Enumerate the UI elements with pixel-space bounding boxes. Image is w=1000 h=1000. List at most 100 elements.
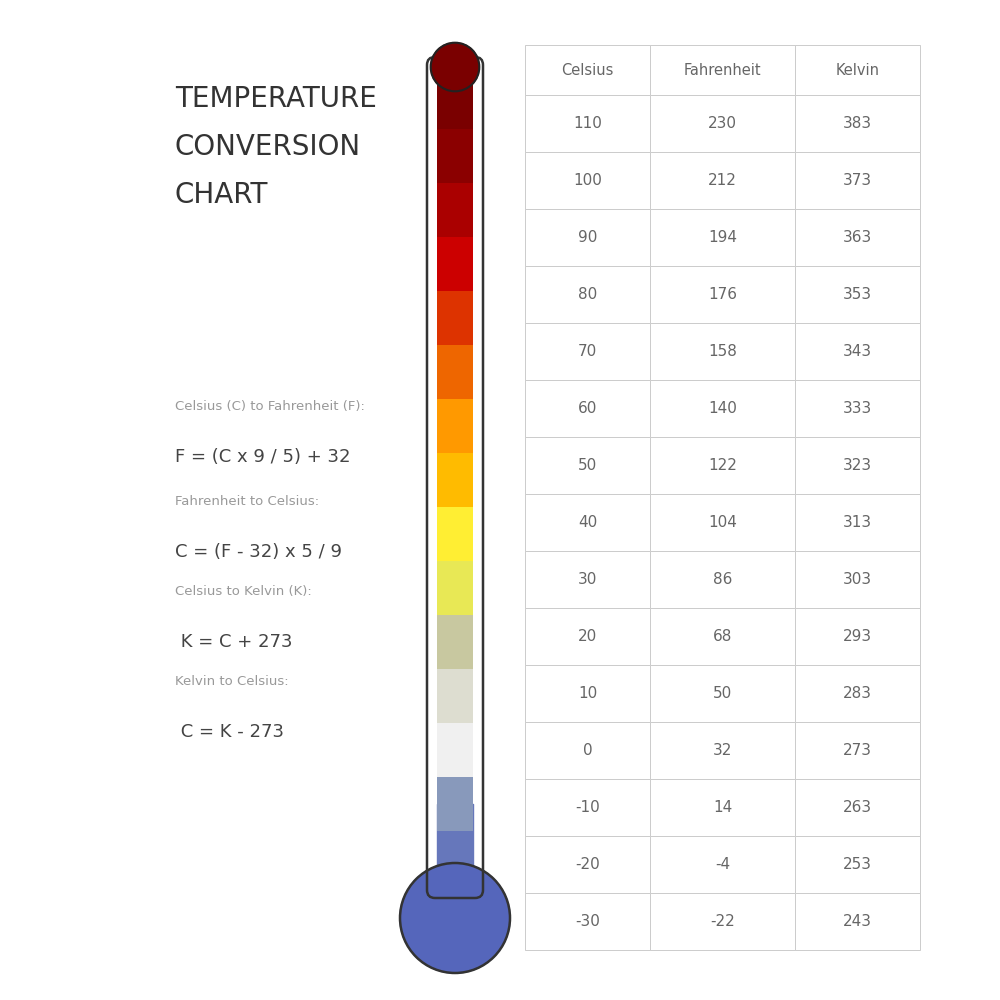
Bar <box>650 45 795 95</box>
Circle shape <box>431 43 479 91</box>
Bar <box>795 380 920 437</box>
Text: 363: 363 <box>843 230 872 245</box>
Bar <box>437 507 473 561</box>
Bar <box>795 665 920 722</box>
Text: 30: 30 <box>578 572 597 587</box>
Bar <box>525 45 650 95</box>
Text: K = C + 273: K = C + 273 <box>175 633 292 651</box>
Bar <box>437 291 473 345</box>
Text: 273: 273 <box>843 743 872 758</box>
Bar <box>795 779 920 836</box>
Text: 194: 194 <box>708 230 737 245</box>
Text: 10: 10 <box>578 686 597 701</box>
Bar <box>525 380 650 437</box>
Text: 14: 14 <box>713 800 732 815</box>
Text: 303: 303 <box>843 572 872 587</box>
Bar <box>525 494 650 551</box>
Bar <box>437 723 473 777</box>
Text: 373: 373 <box>843 173 872 188</box>
Circle shape <box>400 863 510 973</box>
Bar <box>437 453 473 507</box>
Text: 100: 100 <box>573 173 602 188</box>
Text: 212: 212 <box>708 173 737 188</box>
Text: -22: -22 <box>710 914 735 929</box>
Bar <box>437 777 473 831</box>
Bar <box>650 380 795 437</box>
Bar <box>525 152 650 209</box>
Bar <box>795 323 920 380</box>
Text: Kelvin: Kelvin <box>836 63 880 78</box>
Text: 176: 176 <box>708 287 737 302</box>
Bar <box>795 551 920 608</box>
Bar <box>437 669 473 723</box>
Bar <box>437 183 473 237</box>
Bar <box>525 779 650 836</box>
Bar <box>525 266 650 323</box>
Bar <box>795 266 920 323</box>
Text: 243: 243 <box>843 914 872 929</box>
Bar <box>795 152 920 209</box>
Bar <box>437 831 473 885</box>
Bar <box>795 209 920 266</box>
Text: Celsius (C) to Fahrenheit (F):: Celsius (C) to Fahrenheit (F): <box>175 400 365 413</box>
Bar <box>795 95 920 152</box>
Text: 383: 383 <box>843 116 872 131</box>
Text: 110: 110 <box>573 116 602 131</box>
Text: 293: 293 <box>843 629 872 644</box>
Bar <box>650 608 795 665</box>
Text: -4: -4 <box>715 857 730 872</box>
Text: 40: 40 <box>578 515 597 530</box>
Bar <box>795 893 920 950</box>
Text: CHART: CHART <box>175 181 268 209</box>
Bar <box>795 494 920 551</box>
Bar <box>650 779 795 836</box>
Bar <box>795 722 920 779</box>
Bar <box>650 551 795 608</box>
Text: 343: 343 <box>843 344 872 359</box>
Bar <box>437 777 473 831</box>
Bar <box>525 665 650 722</box>
Text: 333: 333 <box>843 401 872 416</box>
Text: Fahrenheit: Fahrenheit <box>684 63 761 78</box>
Bar <box>650 722 795 779</box>
Text: 313: 313 <box>843 515 872 530</box>
Bar <box>437 345 473 399</box>
Text: 68: 68 <box>713 629 732 644</box>
Text: C = (F - 32) x 5 / 9: C = (F - 32) x 5 / 9 <box>175 543 342 561</box>
Bar <box>650 893 795 950</box>
Text: -10: -10 <box>575 800 600 815</box>
Bar <box>437 129 473 183</box>
Bar <box>650 836 795 893</box>
Bar <box>795 608 920 665</box>
Bar <box>650 266 795 323</box>
Text: CONVERSION: CONVERSION <box>175 133 361 161</box>
Bar <box>525 551 650 608</box>
Bar <box>650 95 795 152</box>
Bar <box>525 95 650 152</box>
Text: 104: 104 <box>708 515 737 530</box>
Text: 230: 230 <box>708 116 737 131</box>
Bar <box>525 836 650 893</box>
Text: 32: 32 <box>713 743 732 758</box>
Bar <box>437 561 473 615</box>
Bar <box>525 209 650 266</box>
Text: 50: 50 <box>713 686 732 701</box>
Text: C = K - 273: C = K - 273 <box>175 723 284 741</box>
Bar <box>650 209 795 266</box>
Text: TEMPERATURE: TEMPERATURE <box>175 85 377 113</box>
Bar <box>650 323 795 380</box>
Bar <box>525 608 650 665</box>
Text: 263: 263 <box>843 800 872 815</box>
Bar <box>650 494 795 551</box>
Text: 86: 86 <box>713 572 732 587</box>
Text: 283: 283 <box>843 686 872 701</box>
Bar <box>650 437 795 494</box>
Text: 158: 158 <box>708 344 737 359</box>
Text: 80: 80 <box>578 287 597 302</box>
Text: 70: 70 <box>578 344 597 359</box>
Text: 90: 90 <box>578 230 597 245</box>
Bar <box>437 75 473 129</box>
Bar <box>795 45 920 95</box>
Text: F = (C x 9 / 5) + 32: F = (C x 9 / 5) + 32 <box>175 448 351 466</box>
Text: Fahrenheit to Celsius:: Fahrenheit to Celsius: <box>175 495 319 508</box>
